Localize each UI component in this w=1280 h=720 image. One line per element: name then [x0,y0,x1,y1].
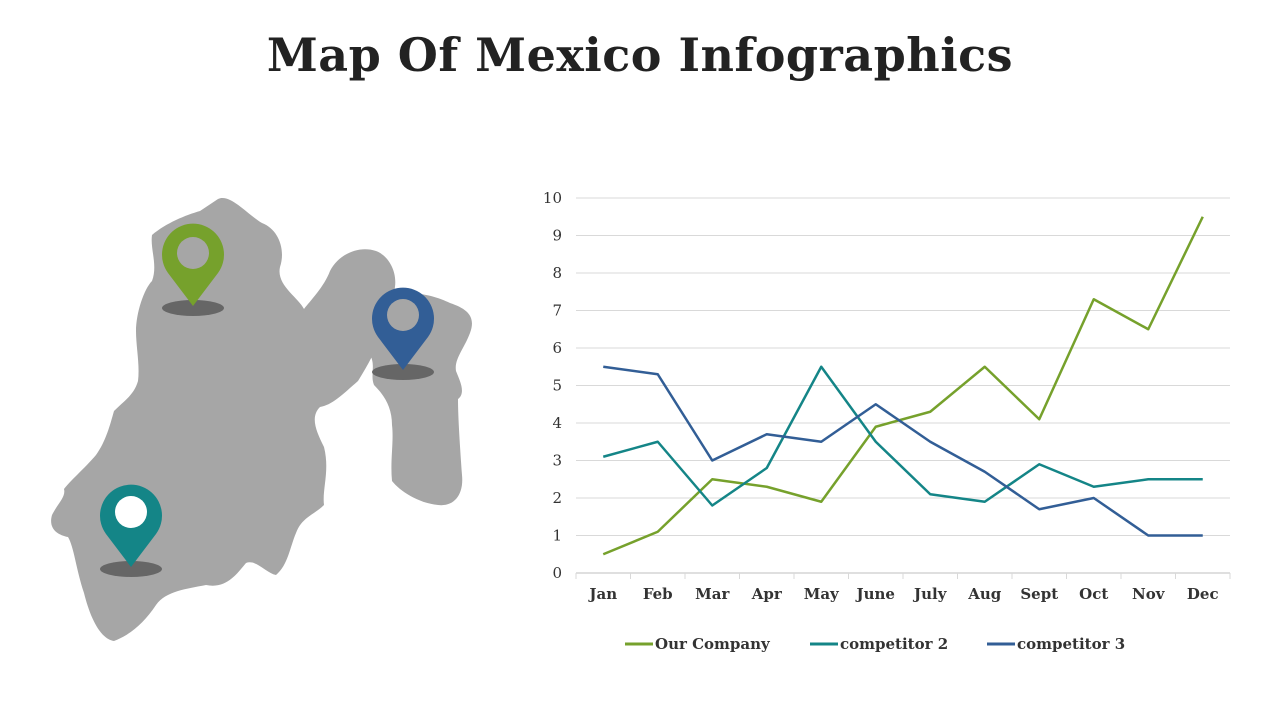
x-tick-label: Dec [1187,585,1219,603]
legend-label: competitor 2 [840,635,948,653]
pin-green-hole [177,237,209,269]
x-tick-label: Jan [587,585,617,603]
x-tick-label: June [855,585,895,603]
chart-legend: Our Company competitor 2 competitor 3 [625,635,1125,653]
map-region-main [51,197,396,641]
chart-y-axis: 0 1 2 3 4 5 6 7 8 9 10 [543,189,562,582]
pin-green [162,223,225,316]
x-tick-label: Feb [643,585,673,603]
map-svg [51,197,472,641]
chart-series [602,216,1204,556]
legend-label: Our Company [655,635,771,653]
x-tick-label: Nov [1132,585,1166,603]
pin-green-shadow [162,300,224,316]
x-tick-label: Aug [967,585,1002,603]
x-tick-label: Apr [751,585,783,603]
page-title: Map Of Mexico Infographics [266,28,1014,82]
y-tick-label: 6 [552,339,562,357]
legend-label: competitor 3 [1017,635,1125,653]
pin-teal-shadow [100,561,162,577]
pin-teal [100,484,162,577]
x-tick-label: Mar [695,585,730,603]
map [40,185,490,655]
x-tick-label: Sept [1020,585,1058,603]
y-tick-label: 2 [552,489,562,507]
x-tick-label: May [804,585,840,603]
x-tick-label: July [912,585,948,603]
y-tick-label: 9 [552,227,562,245]
line-chart: 0 1 2 3 4 5 6 7 8 9 10 Jan Feb Mar Apr May June July Aug S… [520,175,1250,675]
pin-teal-hole [115,496,147,528]
y-tick-label: 10 [543,189,562,207]
pin-blue-shadow [372,364,434,380]
y-tick-label: 8 [552,264,562,282]
pin-blue [371,287,434,380]
chart-x-axis: Jan Feb Mar Apr May June July Aug Sept Oct Nov Dec [575,573,1231,603]
chart-svg: 0 1 2 3 4 5 6 7 8 9 10 Jan Feb Mar Apr May June July Aug S… [543,189,1231,653]
y-tick-label: 3 [552,452,562,470]
y-tick-label: 5 [552,377,562,395]
series-line-our-company [602,216,1204,556]
series-line-competitor-2 [602,365,1203,507]
y-tick-label: 0 [552,564,562,582]
pin-blue-hole [387,299,419,331]
x-tick-label: Oct [1079,585,1108,603]
y-tick-label: 1 [552,527,562,545]
y-tick-label: 4 [552,414,562,432]
y-tick-label: 7 [552,302,562,320]
series-line-competitor-3 [603,365,1203,537]
